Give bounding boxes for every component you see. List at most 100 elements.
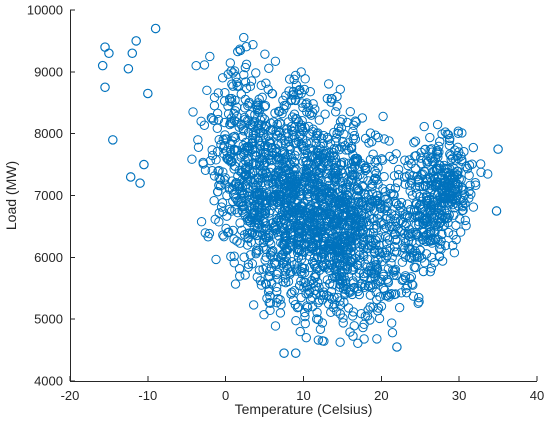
scatter-point-2226 bbox=[409, 205, 420, 215]
scatter-point-1802 bbox=[425, 132, 435, 143]
scatter-point-2312 bbox=[376, 274, 386, 285]
scatter-point-2181 bbox=[416, 147, 426, 158]
scatter-point-2171 bbox=[294, 245, 305, 256]
scatter-point-2278 bbox=[305, 287, 315, 297]
scatter-point-164 bbox=[388, 154, 399, 165]
scatter-point-2293 bbox=[414, 252, 425, 262]
scatter-point-2387 bbox=[409, 212, 420, 223]
scatter-point-2071 bbox=[442, 129, 452, 139]
scatter-point-2014 bbox=[322, 275, 333, 285]
scatter-point-1709 bbox=[359, 161, 369, 171]
scatter-point-151 bbox=[248, 300, 259, 310]
scatter-point-2177 bbox=[384, 289, 395, 300]
scatter-point-2079 bbox=[365, 154, 376, 165]
scatter-point-2185 bbox=[357, 113, 368, 123]
scatter-point-2093 bbox=[207, 150, 218, 161]
scatter-point-552 bbox=[286, 95, 296, 106]
scatter-point-1760 bbox=[357, 239, 367, 250]
scatter-point-1913 bbox=[305, 129, 315, 139]
scatter-point-2190 bbox=[317, 201, 328, 212]
scatter-point-1818 bbox=[245, 228, 255, 238]
scatter-point-2305 bbox=[312, 277, 323, 287]
scatter-point-2121 bbox=[360, 240, 370, 250]
scatter-point-2138 bbox=[311, 158, 322, 168]
scatter-point-2044 bbox=[259, 310, 269, 320]
scatter-point-1984 bbox=[339, 157, 349, 167]
scatter-point-1823 bbox=[338, 197, 348, 207]
scatter-point-1950 bbox=[331, 133, 342, 143]
scatter-point-2371 bbox=[331, 225, 341, 235]
scatter-point-1581 bbox=[241, 59, 252, 70]
scatter-point-2261 bbox=[293, 89, 303, 100]
scatter-point-720 bbox=[326, 294, 337, 304]
scatter-point-882 bbox=[296, 67, 306, 77]
scatter-point-2028 bbox=[351, 272, 362, 282]
scatter-point-2122 bbox=[262, 293, 272, 304]
scatter-point-1650 bbox=[277, 108, 287, 119]
scatter-point-2316 bbox=[226, 156, 237, 166]
scatter-point-2367 bbox=[362, 311, 373, 321]
scatter-point-2076 bbox=[214, 165, 224, 176]
scatter-point-2220 bbox=[334, 260, 344, 270]
scatter-point-2193 bbox=[257, 187, 267, 198]
scatter-point-1250 bbox=[399, 228, 410, 239]
scatter-point-2064 bbox=[331, 196, 341, 207]
scatter-point-2105 bbox=[329, 127, 339, 138]
scatter-point-784 bbox=[261, 78, 271, 88]
scatter-point-19 bbox=[387, 253, 397, 263]
scatter-point-627 bbox=[391, 149, 401, 159]
scatter-point-1535 bbox=[309, 252, 320, 263]
scatter-point-2189 bbox=[449, 248, 460, 258]
scatter-point-1651 bbox=[382, 290, 393, 301]
y-tick-label-1: 5000 bbox=[34, 312, 63, 327]
scatter-point-2110 bbox=[432, 149, 443, 159]
scatter-point-2128 bbox=[363, 281, 374, 291]
y-tick-label-2: 6000 bbox=[34, 250, 63, 265]
scatter-point-1662 bbox=[249, 229, 260, 239]
scatter-point-1973 bbox=[207, 114, 217, 124]
scatter-point-771 bbox=[287, 266, 297, 276]
scatter-point-1220 bbox=[275, 118, 285, 128]
scatter-point-290 bbox=[360, 133, 371, 144]
scatter-outlier-10 bbox=[139, 159, 149, 170]
scatter-point-2159 bbox=[334, 274, 344, 284]
scatter-point-1904 bbox=[294, 84, 305, 95]
scatter-point-2279 bbox=[274, 200, 285, 210]
scatter-point-2106 bbox=[319, 336, 329, 346]
scatter-point-1248 bbox=[235, 271, 245, 281]
scatter-point-2018 bbox=[415, 236, 425, 246]
scatter-point-229 bbox=[386, 258, 396, 268]
scatter-point-2259 bbox=[277, 250, 287, 260]
scatter-point-2315 bbox=[461, 161, 471, 172]
scatter-point-2169 bbox=[324, 147, 334, 158]
scatter-point-1632 bbox=[396, 197, 407, 208]
scatter-point-2332 bbox=[346, 240, 356, 251]
scatter-point-2098 bbox=[390, 217, 401, 227]
scatter-point-2055 bbox=[288, 202, 299, 212]
scatter-point-2174 bbox=[372, 175, 382, 185]
scatter-point-1729 bbox=[337, 114, 347, 124]
scatter-point-2214 bbox=[278, 174, 289, 185]
scatter-point-1469 bbox=[239, 170, 250, 180]
scatter-point-736 bbox=[211, 254, 221, 265]
scatter-point-1601 bbox=[380, 186, 390, 197]
scatter-point-1364 bbox=[440, 240, 451, 251]
scatter-point-1780 bbox=[445, 191, 456, 202]
scatter-point-2313 bbox=[330, 218, 341, 228]
scatter-point-1510 bbox=[235, 218, 245, 228]
scatter-point-1349 bbox=[230, 133, 241, 143]
scatter-point-404 bbox=[285, 144, 295, 155]
scatter-point-1798 bbox=[468, 142, 479, 153]
scatter-point-1769 bbox=[329, 162, 340, 173]
scatter-point-1575 bbox=[425, 227, 435, 237]
scatter-point-1781 bbox=[359, 282, 370, 293]
scatter-point-2117 bbox=[251, 68, 261, 78]
scatter-point-2148 bbox=[356, 199, 366, 209]
scatter-point-2145 bbox=[331, 306, 342, 316]
scatter-point-2373 bbox=[327, 233, 337, 244]
scatter-point-637 bbox=[373, 163, 383, 173]
scatter-point-2248 bbox=[304, 189, 314, 199]
scatter-point-2276 bbox=[318, 146, 329, 156]
scatter-point-988 bbox=[403, 160, 413, 171]
scatter-point-1276 bbox=[412, 171, 422, 182]
